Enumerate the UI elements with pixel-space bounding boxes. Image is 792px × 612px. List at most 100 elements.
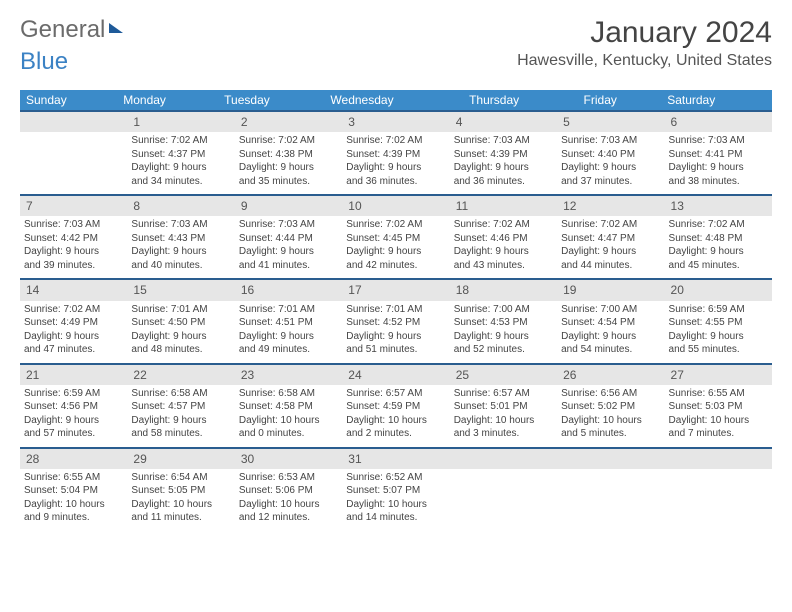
day-number-cell: 1 [127, 111, 234, 132]
day-number-cell: 30 [235, 448, 342, 469]
daylight-text-2: and 38 minutes. [669, 175, 768, 189]
day-detail-cell: Sunrise: 6:57 AMSunset: 4:59 PMDaylight:… [342, 385, 449, 448]
sunset-text: Sunset: 4:39 PM [346, 148, 445, 162]
daylight-text-2: and 12 minutes. [239, 511, 338, 525]
day-number-cell: 26 [557, 364, 664, 385]
day-number-cell: 25 [450, 364, 557, 385]
sunrise-text: Sunrise: 7:03 AM [669, 134, 768, 148]
sunset-text: Sunset: 5:05 PM [131, 484, 230, 498]
sunrise-text: Sunrise: 7:02 AM [669, 218, 768, 232]
day-detail-cell: Sunrise: 6:52 AMSunset: 5:07 PMDaylight:… [342, 469, 449, 531]
daylight-text: Daylight: 9 hours [561, 245, 660, 259]
daylight-text-2: and 42 minutes. [346, 259, 445, 273]
daylight-text-2: and 3 minutes. [454, 427, 553, 441]
day-number-cell: 20 [665, 279, 772, 300]
day-detail-cell: Sunrise: 6:55 AMSunset: 5:04 PMDaylight:… [20, 469, 127, 531]
dow-tuesday: Tuesday [218, 90, 324, 110]
sunset-text: Sunset: 5:03 PM [669, 400, 768, 414]
day-detail-cell: Sunrise: 7:03 AMSunset: 4:40 PMDaylight:… [557, 132, 664, 195]
sunset-text: Sunset: 4:39 PM [454, 148, 553, 162]
sunrise-text: Sunrise: 7:02 AM [346, 134, 445, 148]
day-detail-cell: Sunrise: 7:03 AMSunset: 4:43 PMDaylight:… [127, 216, 234, 279]
day-detail-cell [665, 469, 772, 531]
sunset-text: Sunset: 4:52 PM [346, 316, 445, 330]
day-number-cell: 29 [127, 448, 234, 469]
logo-text-blue: Blue [20, 48, 68, 76]
day-number-cell [450, 448, 557, 469]
sunset-text: Sunset: 4:51 PM [239, 316, 338, 330]
daylight-text-2: and 57 minutes. [24, 427, 123, 441]
daylight-text-2: and 58 minutes. [131, 427, 230, 441]
sunrise-text: Sunrise: 7:02 AM [239, 134, 338, 148]
day-detail-cell: Sunrise: 7:02 AMSunset: 4:39 PMDaylight:… [342, 132, 449, 195]
daylight-text-2: and 47 minutes. [24, 343, 123, 357]
sunset-text: Sunset: 5:07 PM [346, 484, 445, 498]
daylight-text: Daylight: 9 hours [131, 414, 230, 428]
sunrise-text: Sunrise: 6:58 AM [131, 387, 230, 401]
sunset-text: Sunset: 4:42 PM [24, 232, 123, 246]
day-number-cell: 28 [20, 448, 127, 469]
daylight-text: Daylight: 9 hours [239, 161, 338, 175]
day-number-cell: 23 [235, 364, 342, 385]
day-detail-cell: Sunrise: 7:03 AMSunset: 4:39 PMDaylight:… [450, 132, 557, 195]
week-daynum-row: 123456 [20, 111, 772, 132]
sunset-text: Sunset: 4:45 PM [346, 232, 445, 246]
daylight-text-2: and 39 minutes. [24, 259, 123, 273]
day-detail-cell: Sunrise: 7:02 AMSunset: 4:45 PMDaylight:… [342, 216, 449, 279]
day-detail-cell: Sunrise: 7:02 AMSunset: 4:48 PMDaylight:… [665, 216, 772, 279]
sunset-text: Sunset: 4:56 PM [24, 400, 123, 414]
daylight-text-2: and 40 minutes. [131, 259, 230, 273]
sunset-text: Sunset: 4:48 PM [669, 232, 768, 246]
day-detail-cell: Sunrise: 6:55 AMSunset: 5:03 PMDaylight:… [665, 385, 772, 448]
daylight-text: Daylight: 9 hours [561, 161, 660, 175]
sunrise-text: Sunrise: 6:57 AM [454, 387, 553, 401]
day-detail-cell: Sunrise: 7:03 AMSunset: 4:41 PMDaylight:… [665, 132, 772, 195]
daylight-text-2: and 55 minutes. [669, 343, 768, 357]
day-detail-cell: Sunrise: 7:02 AMSunset: 4:37 PMDaylight:… [127, 132, 234, 195]
sunset-text: Sunset: 4:41 PM [669, 148, 768, 162]
daylight-text-2: and 11 minutes. [131, 511, 230, 525]
day-number-cell: 9 [235, 195, 342, 216]
sunset-text: Sunset: 4:57 PM [131, 400, 230, 414]
day-detail-cell: Sunrise: 7:02 AMSunset: 4:38 PMDaylight:… [235, 132, 342, 195]
daylight-text: Daylight: 9 hours [561, 330, 660, 344]
sunrise-text: Sunrise: 7:01 AM [239, 303, 338, 317]
sunset-text: Sunset: 4:47 PM [561, 232, 660, 246]
dow-monday: Monday [117, 90, 218, 110]
sunrise-text: Sunrise: 7:03 AM [239, 218, 338, 232]
daylight-text-2: and 52 minutes. [454, 343, 553, 357]
day-detail-cell: Sunrise: 6:54 AMSunset: 5:05 PMDaylight:… [127, 469, 234, 531]
daylight-text: Daylight: 10 hours [454, 414, 553, 428]
week-detail-row: Sunrise: 7:03 AM Sunset: 4:42 PM Daylight:… [20, 216, 772, 279]
daylight-text-2: and 14 minutes. [346, 511, 445, 525]
daylight-text: Daylight: 10 hours [669, 414, 768, 428]
week-detail-row: Sunrise: 7:02 AMSunset: 4:49 PMDaylight:… [20, 301, 772, 364]
day-number-cell: 19 [557, 279, 664, 300]
day-detail-cell: Sunrise: 7:03 AMSunset: 4:44 PMDaylight:… [235, 216, 342, 279]
sunrise-text: Sunrise: 6:57 AM [346, 387, 445, 401]
sunset-text: Sunset: 5:01 PM [454, 400, 553, 414]
location-text: Hawesville, Kentucky, United States [517, 52, 772, 70]
daylight-text: Daylight: 9 hours [669, 161, 768, 175]
sunset-text: Sunset: 4:53 PM [454, 316, 553, 330]
sunrise-text: Sunrise: 7:03 AM [454, 134, 553, 148]
daylight-text: Daylight: 9 hours [669, 245, 768, 259]
daylight-text: Daylight: 10 hours [239, 414, 338, 428]
sunset-text: Sunset: 4:38 PM [239, 148, 338, 162]
sunrise-text: Sunrise: 6:56 AM [561, 387, 660, 401]
dow-saturday: Saturday [661, 90, 772, 110]
day-detail-cell: Sunrise: 6:59 AMSunset: 4:56 PMDaylight:… [20, 385, 127, 448]
daylight-text-2: and 0 minutes. [239, 427, 338, 441]
sunset-text: Sunset: 4:50 PM [131, 316, 230, 330]
day-number-cell: 16 [235, 279, 342, 300]
sunrise-text: Sunrise: 7:00 AM [561, 303, 660, 317]
day-detail-cell: Sunrise: 7:02 AMSunset: 4:49 PMDaylight:… [20, 301, 127, 364]
sunrise-text: Sunrise: 6:55 AM [669, 387, 768, 401]
week-detail-row: Sunrise: 6:55 AMSunset: 5:04 PMDaylight:… [20, 469, 772, 531]
day-detail-cell: Sunrise: 7:00 AMSunset: 4:53 PMDaylight:… [450, 301, 557, 364]
daylight-text: Daylight: 10 hours [346, 498, 445, 512]
day-detail-cell: Sunrise: 7:01 AMSunset: 4:51 PMDaylight:… [235, 301, 342, 364]
day-number-cell: 17 [342, 279, 449, 300]
day-number-cell: 12 [557, 195, 664, 216]
daylight-text-2: and 34 minutes. [131, 175, 230, 189]
